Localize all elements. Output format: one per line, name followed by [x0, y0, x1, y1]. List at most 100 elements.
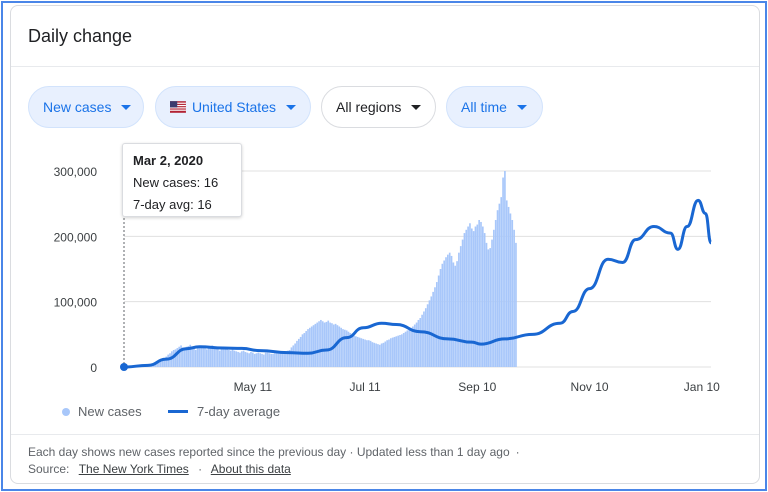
period-filter-chip[interactable]: All time [446, 86, 543, 128]
new-cases-bar [397, 335, 400, 367]
new-cases-bar [183, 348, 186, 367]
new-cases-bar [316, 322, 319, 367]
footer: Each day shows new cases reported since … [28, 444, 526, 478]
footer-note-line: Each day shows new cases reported since … [28, 444, 526, 461]
new-cases-bar [435, 282, 438, 367]
new-cases-bar [417, 319, 420, 367]
tooltip-average: 7-day avg: 16 [133, 197, 212, 212]
new-cases-bar [261, 353, 263, 367]
legend-seven-day-average: 7-day average [197, 404, 280, 419]
daily-cases-chart[interactable]: 0 100,000 200,000 300,000 May 11 Jul 11 Sep 1… [11, 136, 761, 426]
new-cases-bar [242, 350, 245, 367]
new-cases-bar [228, 350, 230, 367]
new-cases-bar [500, 197, 503, 367]
new-cases-bar [263, 354, 265, 367]
new-cases-bar [432, 291, 434, 367]
new-cases-bar [229, 350, 232, 367]
y-tick-label: 300,000 [54, 165, 98, 179]
new-cases-bar [165, 356, 168, 367]
new-cases-bar [378, 344, 381, 367]
new-cases-bar [327, 320, 330, 367]
new-cases-bar [290, 347, 293, 367]
new-cases-bar [391, 337, 394, 367]
new-cases-bar [448, 252, 451, 367]
about-data-link[interactable]: About this data [210, 462, 291, 476]
new-cases-bar [209, 346, 212, 367]
chart-area[interactable]: 0 100,000 200,000 300,000 May 11 Jul 11 Sep 1… [11, 136, 761, 426]
x-tick-label: Nov 10 [571, 380, 609, 394]
new-cases-bar [395, 336, 398, 367]
new-cases-bar [434, 287, 436, 367]
new-cases-bar [250, 351, 252, 367]
source-link[interactable]: The New York Times [78, 462, 189, 476]
new-cases-bar [502, 177, 504, 367]
footer-separator: · [198, 462, 203, 476]
new-cases-bar [198, 346, 201, 367]
new-cases-bar [406, 330, 409, 367]
new-cases-bar [292, 345, 295, 367]
new-cases-bar [251, 352, 254, 367]
new-cases-bar [235, 351, 238, 367]
new-cases-bar [358, 337, 361, 367]
new-cases-bar [240, 351, 243, 367]
x-tick-label: May 11 [234, 380, 273, 394]
new-cases-bar [305, 331, 307, 367]
new-cases-bar [266, 352, 269, 367]
new-cases-bar [274, 353, 276, 367]
new-cases-bar [231, 349, 234, 367]
new-cases-bar [259, 353, 261, 367]
new-cases-bar [161, 359, 164, 367]
new-cases-bar [408, 329, 411, 367]
new-cases-bar [356, 336, 359, 367]
new-cases-bar [185, 346, 188, 367]
x-axis-labels: May 11 Jul 11 Sep 10 Nov 10 Jan 10 [234, 380, 721, 394]
new-cases-bar [200, 345, 203, 367]
chevron-down-icon [121, 104, 132, 110]
new-cases-bar [413, 324, 416, 367]
new-cases-bar [205, 349, 208, 367]
new-cases-bar [253, 353, 256, 367]
new-cases-bar [384, 341, 387, 367]
footer-divider [11, 434, 759, 435]
new-cases-bar [469, 223, 471, 367]
new-cases-bar [174, 349, 177, 367]
new-cases-bar [303, 333, 306, 367]
new-cases-bar [382, 342, 385, 367]
new-cases-bar [367, 340, 370, 367]
new-cases-bar [244, 351, 247, 367]
new-cases-bar [239, 352, 241, 367]
legend-new-cases: New cases [78, 404, 142, 419]
metric-filter-chip[interactable]: New cases [28, 86, 144, 128]
new-cases-bar [362, 338, 365, 367]
new-cases-bar [496, 210, 499, 367]
new-cases-bar [202, 346, 204, 367]
new-cases-bar [366, 340, 368, 367]
new-cases-legend-swatch [62, 408, 70, 416]
region-filter-chip[interactable]: All regions [321, 86, 436, 128]
average-legend-swatch [168, 410, 188, 413]
new-cases-bar [301, 334, 304, 367]
new-cases-bar [343, 329, 346, 367]
chevron-down-icon [286, 104, 296, 110]
new-cases-bar [461, 239, 464, 367]
legend: New cases 7-day average [62, 404, 280, 419]
new-cases-bar [465, 229, 468, 367]
new-cases-bar [325, 321, 328, 367]
new-cases-bar [447, 254, 449, 367]
new-cases-bar [255, 353, 258, 367]
new-cases-bar [307, 329, 309, 367]
new-cases-bar [154, 363, 157, 367]
new-cases-bar [224, 348, 227, 367]
new-cases-bar [196, 347, 199, 367]
new-cases-bar [513, 229, 515, 367]
new-cases-bar [369, 340, 372, 367]
new-cases-bar [373, 342, 376, 367]
new-cases-bar [489, 248, 492, 367]
new-cases-bar [412, 326, 414, 367]
country-filter-chip[interactable]: United States [155, 86, 311, 128]
chevron-down-icon [411, 104, 422, 110]
new-cases-bar [347, 331, 350, 367]
new-cases-bar [377, 344, 379, 367]
region-filter-label: All regions [336, 99, 402, 115]
